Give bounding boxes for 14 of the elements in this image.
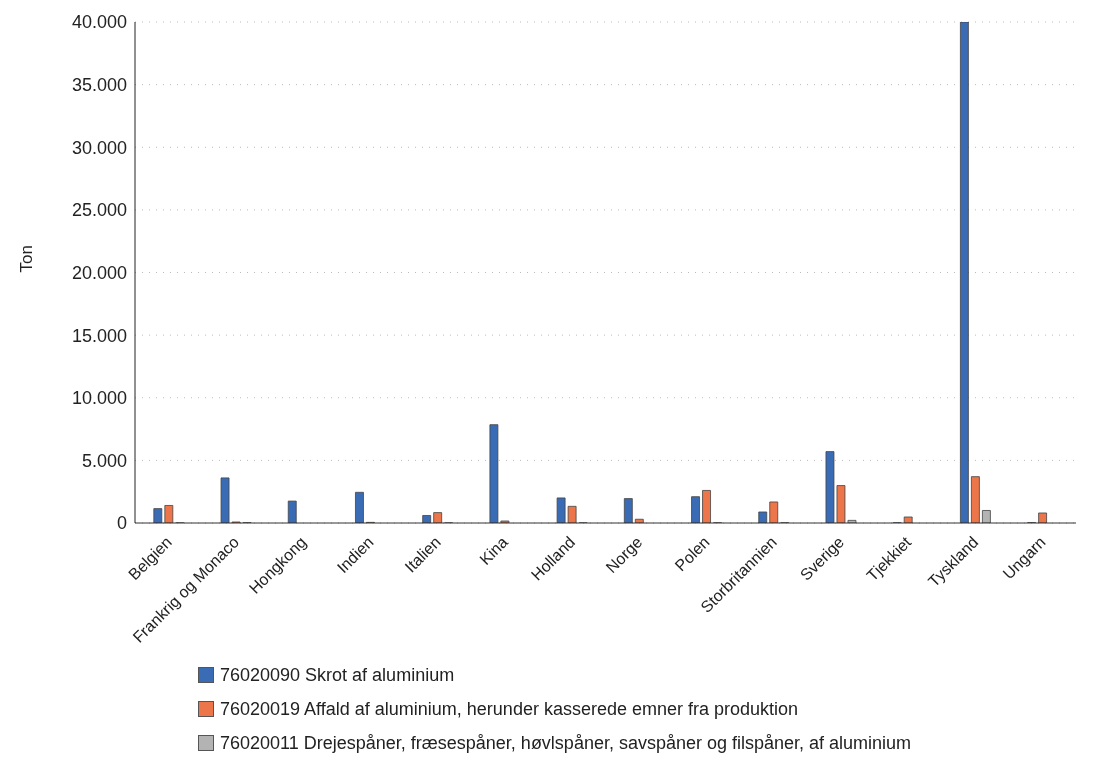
y-tick-label: 10.000 bbox=[71, 388, 127, 409]
y-tick-label: 15.000 bbox=[71, 325, 127, 346]
y-tick-label: 0 bbox=[116, 513, 127, 534]
y-tick-label: 40.000 bbox=[71, 12, 127, 33]
y-tick-label: 25.000 bbox=[71, 200, 127, 221]
x-tick-label: Kina bbox=[476, 533, 512, 569]
legend-label: 76020011 Drejespåner, fræsespåner, høvlspåner, savspåner og filspåner, af aluminium bbox=[220, 732, 912, 754]
legend-label: 76020090 Skrot af aluminium bbox=[220, 664, 455, 686]
y-tick-label: 20.000 bbox=[71, 262, 127, 283]
legend-label: 76020019 Affald af aluminium, herunder kasserede emner fra produktion bbox=[220, 698, 799, 720]
y-tick-label: 35.000 bbox=[71, 75, 127, 96]
y-tick-label: 5.000 bbox=[81, 450, 127, 471]
y-tick-label: 30.000 bbox=[71, 137, 127, 158]
y-axis-title: Ton bbox=[17, 245, 37, 273]
